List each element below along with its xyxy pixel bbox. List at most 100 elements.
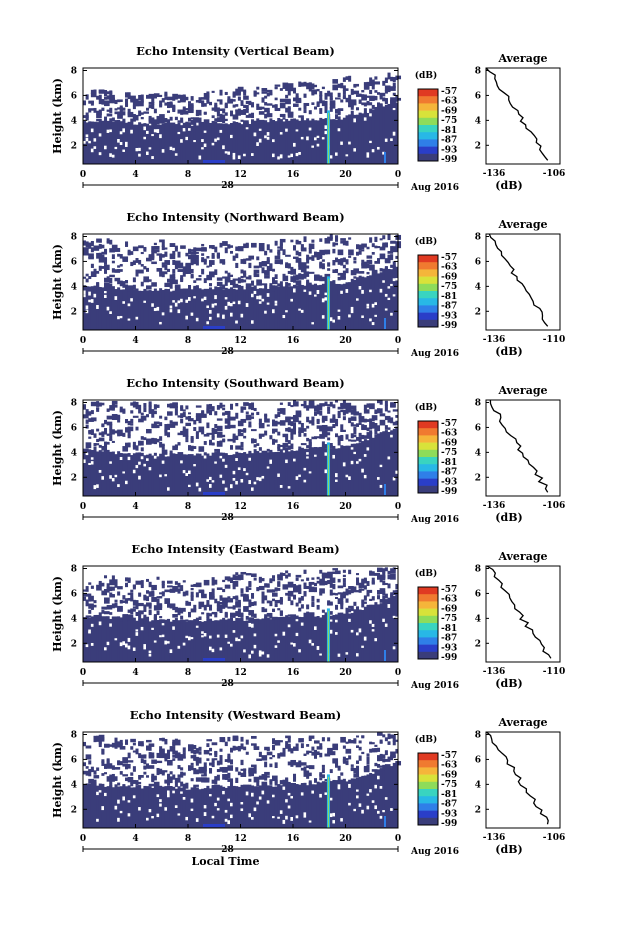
echo-spike-core: [327, 610, 329, 662]
colorbar-segment: [418, 110, 438, 119]
x-tick-label: 16: [287, 834, 300, 844]
colorbar-tick-label: -57: [441, 585, 457, 595]
colorbar-segment: [418, 623, 438, 631]
colorbar-tick-label: -63: [441, 97, 457, 107]
y-tick-label: 2: [71, 473, 77, 483]
surface-echo: [203, 824, 225, 827]
colorbar-segment: [418, 117, 438, 126]
y-tick-label: 2: [71, 141, 77, 151]
x-tick-label: 4: [132, 668, 138, 678]
date-label: Aug 2016: [410, 515, 459, 525]
x-tick-label: 20: [339, 170, 352, 180]
average-x-label: (dB): [495, 511, 522, 524]
colorbar-segment: [418, 276, 438, 285]
colorbar-segment: [418, 478, 438, 487]
colorbar-segment: [418, 637, 438, 645]
surface-echo: [203, 492, 225, 495]
surface-echo-right: [384, 650, 386, 661]
date-label: Aug 2016: [410, 183, 459, 193]
colorbar-segment: [418, 262, 438, 270]
colorbar-tick-label: -69: [441, 106, 457, 116]
colorbar-segment: [418, 305, 438, 313]
colorbar-segment: [418, 767, 438, 775]
colorbar-segment: [418, 630, 438, 638]
panel-title: Echo Intensity (Vertical Beam): [136, 44, 335, 58]
average-y-tick-label: 2: [475, 141, 481, 151]
average-x-label: (dB): [495, 179, 522, 192]
x-tick-label: 8: [185, 502, 191, 512]
average-y-tick-label: 6: [475, 589, 481, 599]
average-x-tick-label: -110: [543, 667, 566, 677]
average-y-tick-label: 4: [475, 780, 481, 790]
average-x-tick-label: -136: [483, 335, 506, 345]
y-axis-label: Height (km): [51, 742, 64, 818]
average-profile-line: [489, 399, 549, 493]
y-axis-label: Height (km): [51, 410, 64, 486]
colorbar-segment: [418, 449, 438, 458]
colorbar-tick-label: -87: [441, 136, 457, 146]
surface-echo-right: [384, 816, 386, 827]
average-profile-line: [488, 233, 549, 327]
colorbar-tick-label: -63: [441, 263, 457, 273]
echo-panel-5: Echo Intensity (Westward Beam) 2 4 6 8 Height…: [51, 708, 565, 868]
colorbar-tick-label: -75: [441, 116, 457, 126]
colorbar-unit: (dB): [415, 568, 437, 579]
average-x-tick-label: -106: [543, 833, 566, 843]
echo-panel-4: Echo Intensity (Eastward Beam) 2 4 6 8 Height…: [51, 542, 565, 691]
echo-panel-2: Echo Intensity (Northward Beam) 2 4 6 8 Heigh…: [51, 210, 565, 359]
panel-title: Echo Intensity (Southward Beam): [126, 376, 344, 390]
heatmap-cells: [83, 72, 402, 164]
y-tick-label: 2: [71, 307, 77, 317]
x-tick-label: 0: [395, 170, 401, 180]
date-day: 28: [221, 845, 234, 855]
echo-spike-core: [327, 444, 329, 496]
x-tick-label: 20: [339, 502, 352, 512]
average-x-tick-label: -136: [483, 501, 506, 511]
x-tick-label: 4: [132, 336, 138, 346]
x-tick-label: 20: [339, 336, 352, 346]
colorbar-segment: [418, 153, 438, 162]
average-profile-line: [485, 67, 549, 161]
colorbar-segment: [418, 760, 438, 768]
colorbar-frame: [417, 254, 439, 328]
average-title: Average: [497, 384, 547, 397]
heatmap-cells: [83, 567, 402, 662]
y-tick-label: 8: [71, 398, 77, 408]
colorbar-segment: [418, 312, 438, 321]
surface-echo-right: [384, 484, 386, 495]
x-tick-label: 4: [132, 834, 138, 844]
colorbar-tick-label: -63: [441, 761, 457, 771]
colorbar-segment: [418, 651, 438, 660]
heatmap-cells: [83, 732, 402, 828]
colorbar-segment: [418, 810, 438, 819]
average-x-tick-label: -136: [483, 667, 506, 677]
colorbar-tick-label: -93: [441, 809, 457, 819]
x-tick-label: 0: [80, 502, 86, 512]
x-tick-label: 8: [185, 336, 191, 346]
average-title: Average: [497, 550, 547, 563]
colorbar-tick-label: -99: [441, 653, 457, 663]
surface-echo: [203, 326, 225, 329]
y-tick-label: 6: [71, 755, 77, 765]
x-tick-label: 12: [234, 834, 247, 844]
average-x-tick-label: -106: [543, 169, 566, 179]
colorbar-tick-label: -99: [441, 155, 457, 165]
colorbar-segment: [418, 464, 438, 472]
heatmap-cells: [83, 400, 399, 496]
echo-panel-1: Echo Intensity (Vertical Beam) 2 4 6 8 Height…: [51, 44, 565, 193]
x-tick-label: 0: [395, 336, 401, 346]
x-tick-label: 8: [185, 668, 191, 678]
average-y-tick-label: 4: [475, 282, 481, 292]
average-title: Average: [497, 52, 547, 65]
colorbar-tick-label: -75: [441, 780, 457, 790]
colorbar-tick-label: -87: [441, 634, 457, 644]
average-x-tick-label: -136: [483, 833, 506, 843]
colorbar-unit: (dB): [415, 70, 437, 81]
x-tick-label: 12: [234, 502, 247, 512]
x-tick-label: 12: [234, 668, 247, 678]
y-tick-label: 4: [71, 614, 77, 624]
colorbar-segment: [418, 132, 438, 140]
average-y-tick-label: 2: [475, 307, 481, 317]
colorbar-tick-label: -81: [441, 458, 457, 468]
